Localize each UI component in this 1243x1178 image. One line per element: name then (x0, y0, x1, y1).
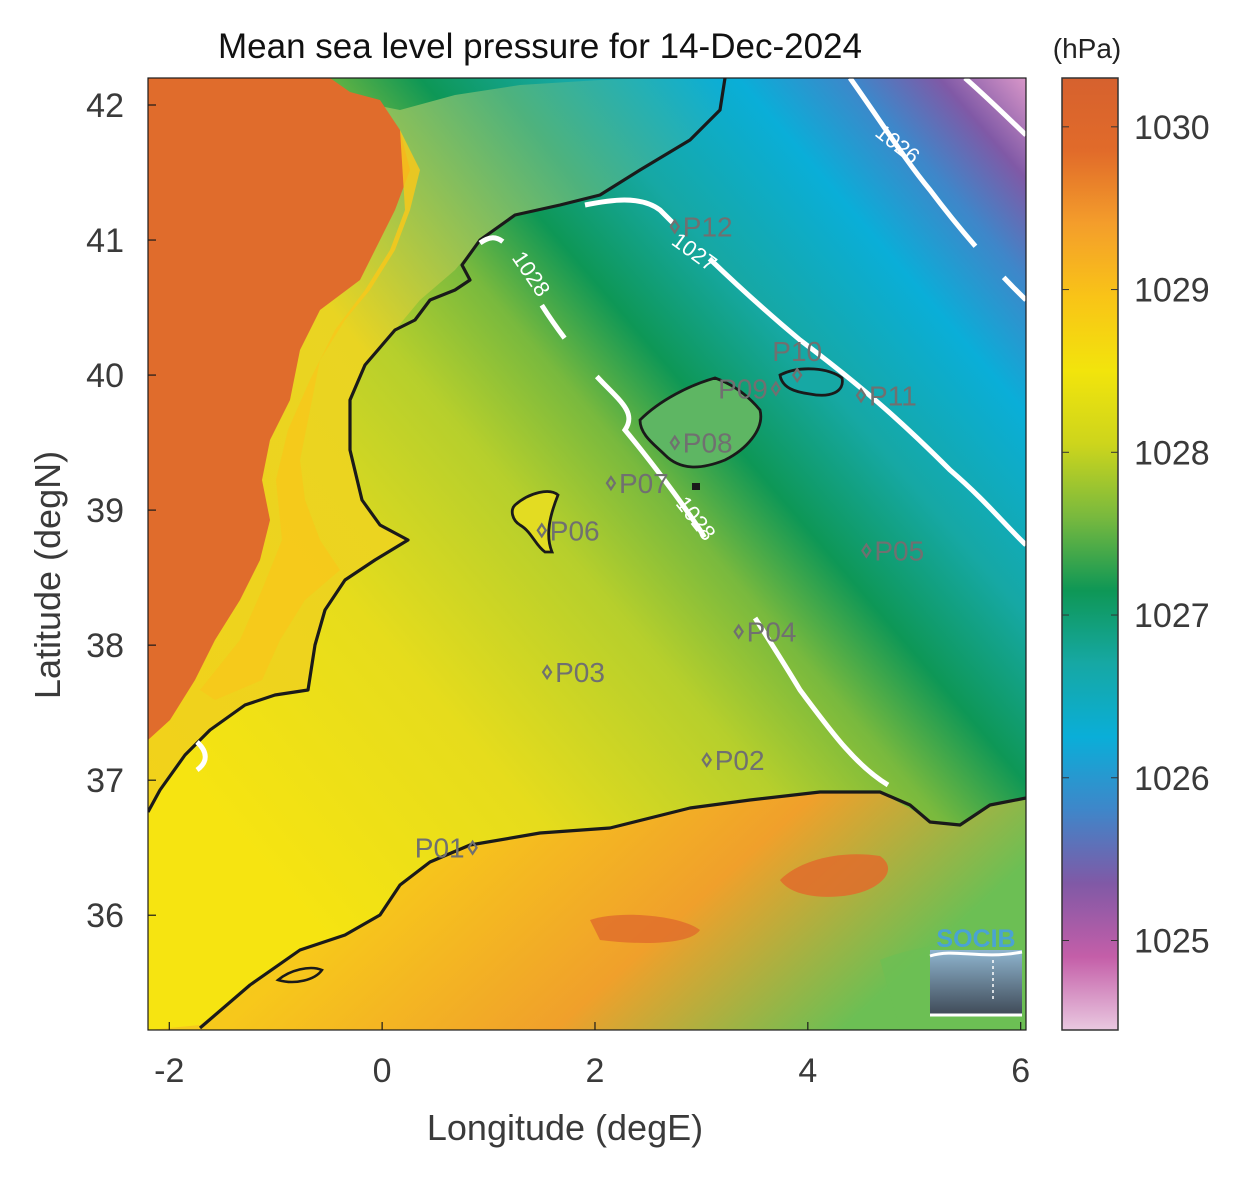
colorbar-ticks: 1025 1026 1027 1028 1029 1030 (1062, 109, 1210, 960)
y-tick-label: 40 (86, 357, 124, 395)
y-tick-label: 37 (86, 762, 124, 800)
socib-logo-wave-line (929, 950, 1023, 958)
y-axis-label: Latitude (degN) (27, 451, 68, 699)
map-frame (147, 77, 1027, 1031)
colorbar-tick-label: 1029 (1134, 272, 1210, 310)
ibiza-island (510, 490, 560, 554)
station-marker (467, 839, 478, 856)
x-tick-label: 2 (586, 1052, 605, 1090)
colorbar-tick-label: 1027 (1134, 597, 1210, 635)
y-tick-label: 42 (86, 87, 124, 125)
station-p01: P01 (415, 833, 478, 864)
isobar-1028 (478, 235, 890, 788)
mallorca-island (638, 376, 763, 469)
station-marker (605, 475, 617, 492)
station-marker (541, 664, 553, 681)
socib-logo-text: SOCIB (936, 925, 1015, 953)
station-label: P06 (550, 515, 600, 546)
station-label: P09 (718, 374, 768, 405)
y-tick-label: 38 (86, 627, 124, 665)
station-label: P12 (683, 212, 733, 243)
station-p06: P06 (536, 515, 600, 546)
station-marker (770, 380, 782, 397)
station-label: P01 (415, 833, 465, 864)
station-marker (861, 542, 872, 559)
africa-high-patch (590, 914, 700, 943)
isobar-1026 (847, 78, 1026, 302)
station-p07: P07 (605, 468, 669, 499)
colorbar (1061, 77, 1119, 1031)
iberian-coastline (148, 78, 727, 813)
x-tick-label: 0 (373, 1052, 392, 1090)
station-marker (536, 522, 548, 539)
x-tick-label: 6 (1011, 1052, 1030, 1090)
station-label: P07 (619, 468, 669, 499)
colorbar-tick-label: 1025 (1134, 922, 1210, 960)
station-label: P10 (772, 336, 822, 367)
station-marker (669, 434, 681, 451)
iberian-transition-band (200, 130, 420, 700)
station-label: P08 (683, 428, 733, 459)
x-tick-label: 4 (798, 1052, 817, 1090)
colorbar-tick-label: 1026 (1134, 760, 1210, 798)
station-label: P05 (874, 536, 924, 567)
iberian-land-high-pressure (148, 78, 410, 740)
africa-high-patch (780, 854, 889, 897)
station-p10: P10 (772, 336, 822, 384)
map-title: Mean sea level pressure for 14-Dec-2024 (218, 27, 862, 66)
socib-logo-wave (930, 950, 1022, 1015)
station-p11: P11 (855, 380, 917, 411)
x-axis: -2 0 2 4 6 (154, 1022, 1030, 1090)
station-marker (669, 218, 681, 235)
station-marker (733, 623, 744, 640)
isobar-1027 (584, 197, 1026, 547)
station-label: P03 (555, 657, 605, 688)
y-tick-label: 39 (86, 492, 124, 530)
map-plot-area: 1026 1027 1028 1028 P01P02P03P04P05P06P0… (148, 78, 1026, 1030)
colorbar-unit: (hPa) (1053, 33, 1121, 64)
station-label: P11 (869, 380, 917, 411)
station-p08: P08 (669, 428, 733, 459)
station-label: P04 (747, 617, 797, 648)
isobar-1028-west (195, 740, 208, 773)
station-marker (791, 367, 803, 384)
x-axis-label: Longitude (degE) (427, 1107, 703, 1148)
alboran-island (275, 966, 324, 984)
menorca-island (778, 367, 844, 397)
y-axis: 36 37 38 39 40 41 42 (86, 87, 156, 935)
station-p12: P12 (669, 212, 733, 243)
station-p02: P02 (701, 745, 765, 776)
x-tick-label: -2 (154, 1052, 184, 1090)
colorbar-tick-label: 1028 (1134, 434, 1210, 472)
station-p05: P05 (861, 536, 924, 567)
y-tick-label: 36 (86, 897, 124, 935)
station-p04: P04 (733, 617, 797, 648)
africa-coastline (198, 790, 1026, 1030)
isobar-1025 (963, 78, 1026, 137)
north-africa-land (148, 792, 1026, 1030)
socib-logo: SOCIB (929, 925, 1023, 1017)
station-p09: P09 (718, 374, 782, 405)
y-tick-label: 41 (86, 222, 124, 260)
station-p03: P03 (541, 657, 605, 688)
colorbar-tick-label: 1030 (1134, 109, 1210, 147)
station-marker (855, 387, 867, 404)
cabrera-island (692, 483, 700, 490)
station-marker (701, 751, 713, 768)
station-label: P02 (715, 745, 765, 776)
